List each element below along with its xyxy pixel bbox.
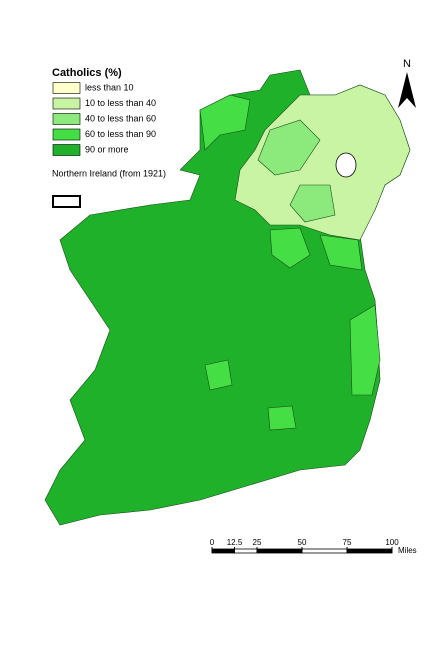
lough-neagh <box>335 152 357 178</box>
boundary-swatch <box>52 195 81 208</box>
scale-label: 12.5 <box>227 538 243 547</box>
scale-segment <box>234 548 258 554</box>
region-60-90 <box>319 234 363 271</box>
north-arrow <box>398 72 416 108</box>
region-60-90 <box>349 304 381 396</box>
region-60-90 <box>199 94 251 151</box>
scale-label: 50 <box>298 538 307 547</box>
map-regions <box>44 69 411 526</box>
boundary-label: Northern Ireland (from 1921) <box>52 168 166 178</box>
north-label: N <box>403 58 411 70</box>
legend-swatch <box>52 97 81 110</box>
legend-label: 90 or more <box>85 144 129 154</box>
scale-segment <box>211 548 235 554</box>
legend-label: less than 10 <box>85 82 134 92</box>
legend: less than 10 10 to less than 40 40 to less… <box>52 82 156 156</box>
scale-label: 0 <box>210 538 215 547</box>
legend-swatch <box>52 113 81 125</box>
legend-label: 60 to less than 90 <box>85 129 156 139</box>
legend-swatch <box>52 144 81 156</box>
region-40-60 <box>289 184 336 223</box>
region-60-90 <box>269 227 311 269</box>
legend-title: Catholics (%) <box>52 67 122 79</box>
legend-swatch <box>52 128 81 141</box>
region-60-90 <box>267 405 297 431</box>
scale-segment <box>301 548 348 554</box>
scale-label: 75 <box>343 538 352 547</box>
legend-label: 10 to less than 40 <box>85 98 156 108</box>
region-60-90 <box>204 359 233 391</box>
scale-unit: Miles <box>398 546 417 555</box>
scale-segment <box>346 548 393 554</box>
northern-ireland-region <box>234 84 411 241</box>
legend-label: 40 to less than 60 <box>85 113 156 123</box>
scale-label: 100 <box>385 538 399 547</box>
region-40-60 <box>257 119 321 176</box>
scale-label: 25 <box>253 538 262 547</box>
scale-segment <box>256 548 303 554</box>
legend-swatch <box>52 82 81 94</box>
